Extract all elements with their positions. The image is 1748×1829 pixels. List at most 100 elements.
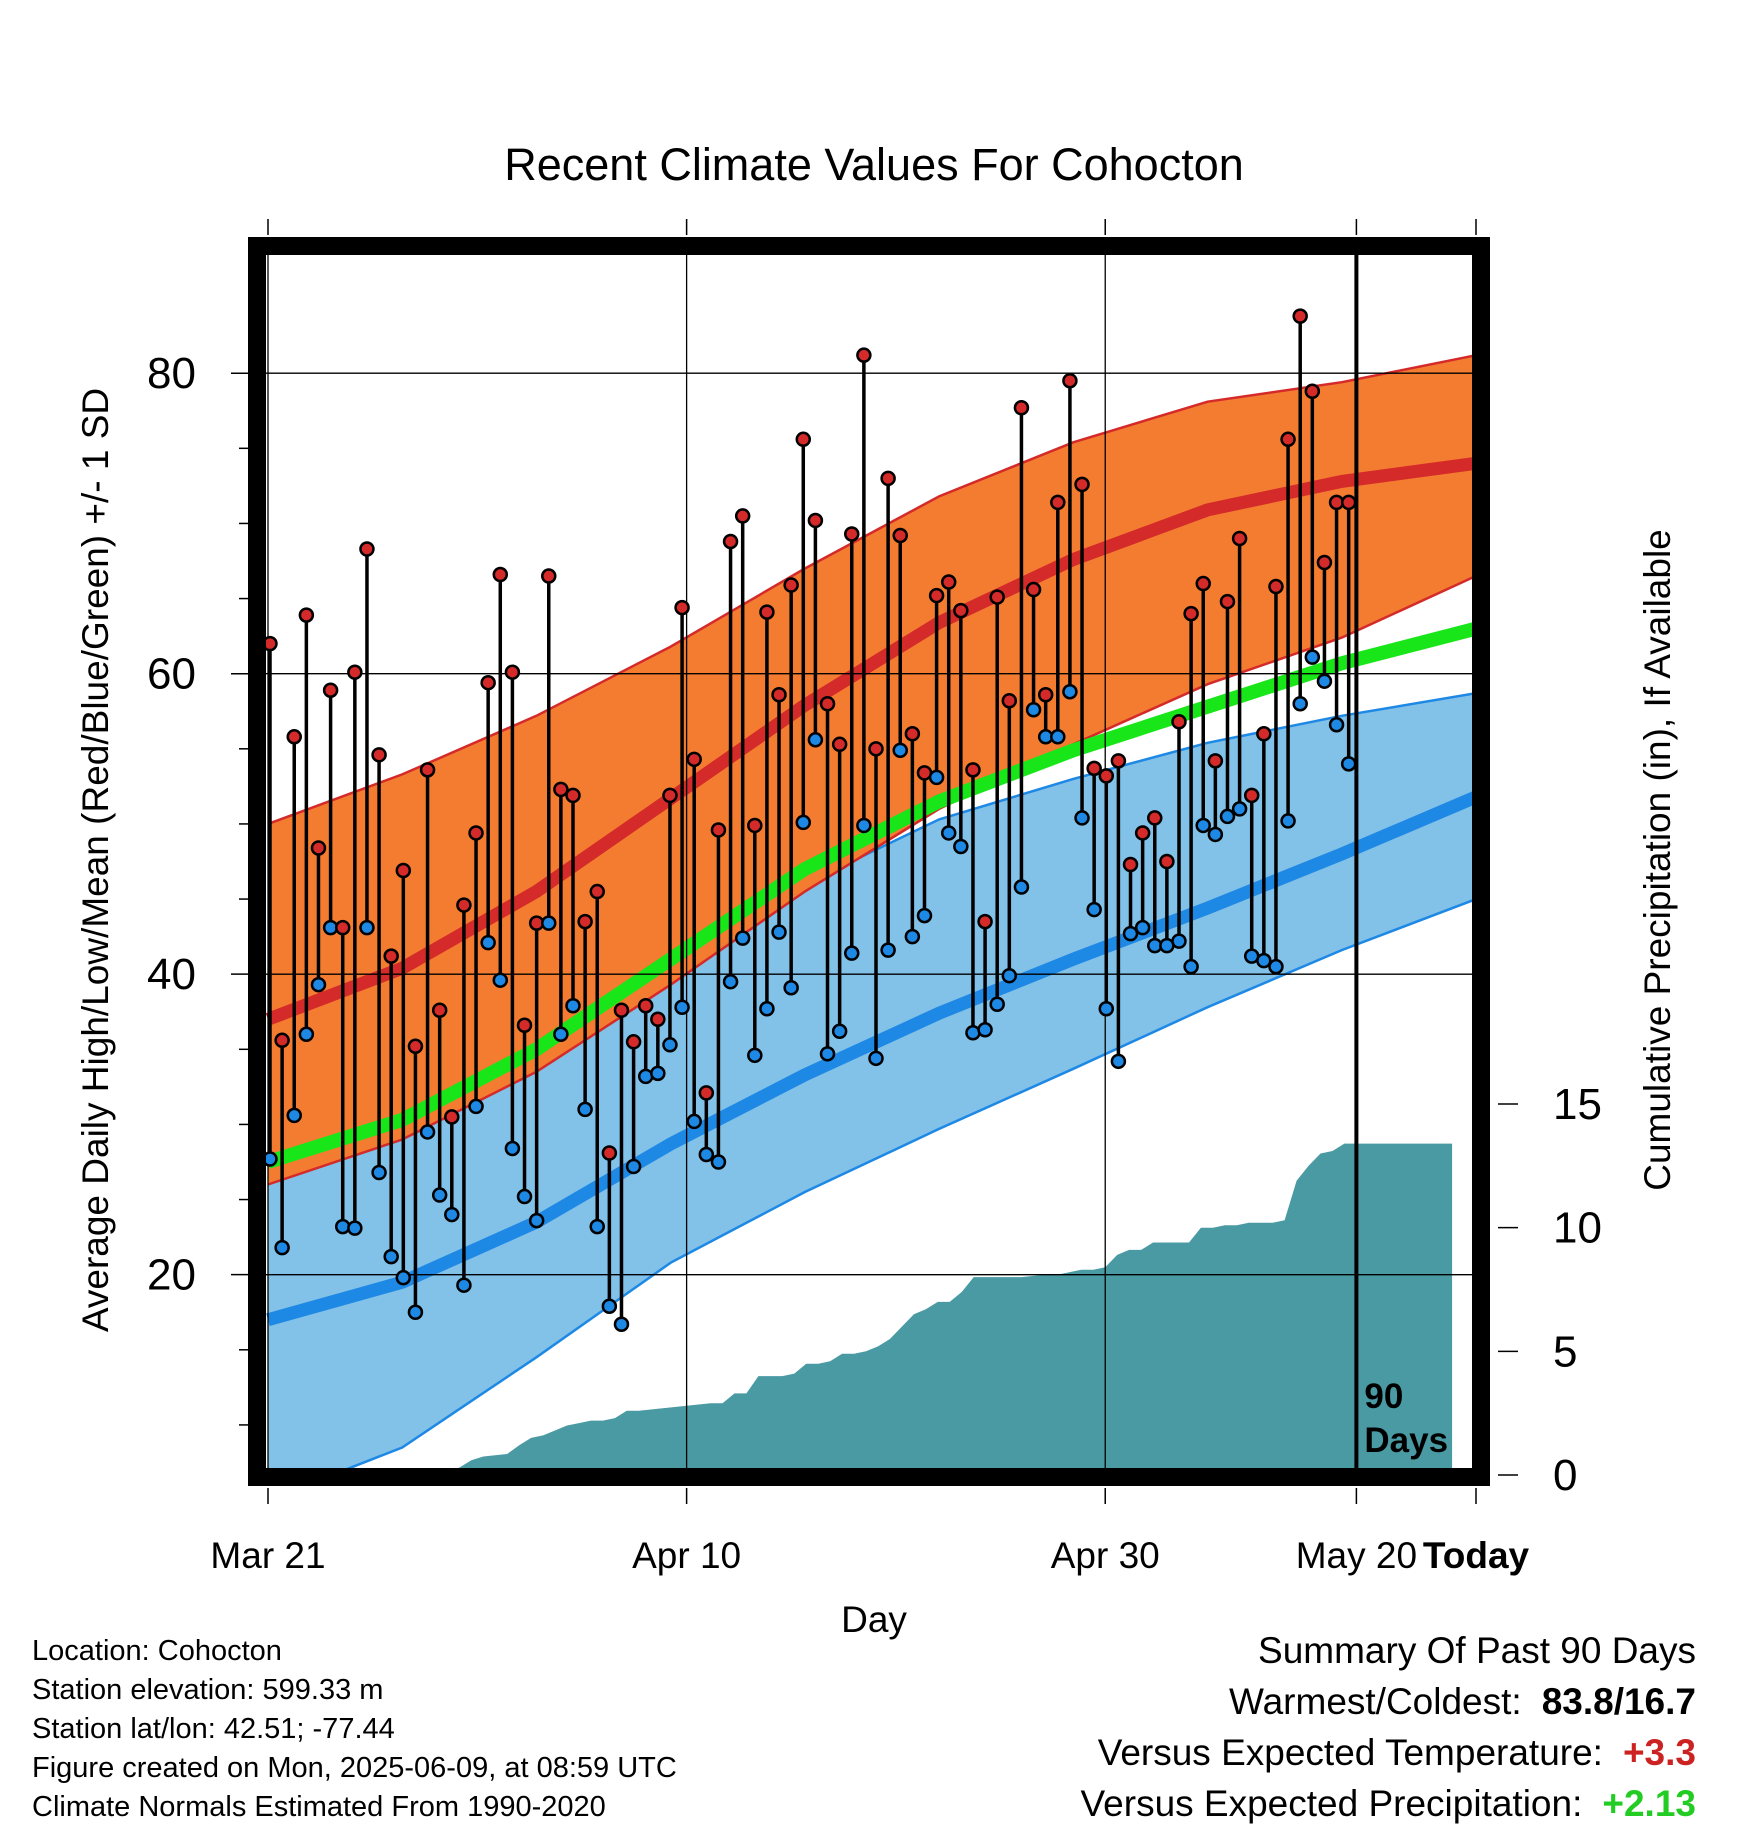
low-point [444, 1206, 460, 1223]
low-point [480, 934, 496, 951]
today-label-line2: Days [1364, 1421, 1448, 1460]
location-text: Location: Cohocton [32, 1635, 282, 1667]
low-point [904, 928, 921, 945]
low-point [1268, 958, 1284, 975]
low-point [1001, 967, 1018, 984]
high-point [856, 347, 872, 363]
y-tick-label: 60 [147, 650, 196, 699]
high-point [650, 1011, 666, 1028]
low-point [795, 814, 812, 831]
low-point [601, 1298, 618, 1314]
high-point [710, 822, 727, 838]
high-point [953, 602, 969, 619]
elevation-text: Station elevation: 599.33 m [32, 1674, 384, 1706]
today-label-line1: 90 [1364, 1377, 1403, 1416]
low-point [1098, 1000, 1115, 1017]
low-point [419, 1124, 436, 1140]
low-point [940, 825, 957, 841]
high-point [1183, 605, 1199, 622]
low-point [807, 732, 824, 748]
high-point [1256, 726, 1272, 742]
high-point [541, 568, 557, 584]
precip-area [268, 1143, 1453, 1470]
high-point [989, 589, 1005, 605]
high-point [504, 664, 521, 680]
high-point [456, 897, 472, 913]
low-point [1219, 808, 1236, 825]
low-point [1171, 933, 1187, 949]
low-point [371, 1164, 387, 1181]
high-point [1171, 714, 1187, 730]
precip-layer [268, 1143, 1453, 1470]
x-axis-label: Day [841, 1599, 907, 1640]
high-point [1074, 476, 1090, 493]
low-point [1195, 817, 1211, 834]
high-point [553, 781, 569, 798]
low-point [1183, 958, 1199, 975]
low-point [650, 1065, 666, 1082]
high-point [807, 512, 824, 529]
high-point [322, 682, 339, 698]
x-tick-label: Mar 21 [210, 1535, 325, 1576]
high-point [1147, 810, 1163, 826]
y-axis-label: Average Daily High/Low/Mean (Red/Blue/Gr… [75, 388, 116, 1332]
x-tick-label: Today [1423, 1535, 1530, 1576]
low-point [686, 1113, 702, 1130]
low-point [783, 979, 799, 996]
high-point [371, 747, 387, 763]
low-point [504, 1140, 521, 1157]
y-right-tick-label: 5 [1553, 1327, 1577, 1376]
high-point [1122, 856, 1139, 873]
high-point [637, 997, 654, 1014]
low-point [1110, 1053, 1127, 1070]
temp-row: Versus Expected Temperature: +3.3 [1081, 1727, 1696, 1778]
chart-title: Recent Climate Values For Cohocton [504, 139, 1244, 190]
latlon-text: Station lat/lon: 42.51; -77.44 [32, 1713, 395, 1745]
low-point [1074, 810, 1090, 826]
high-point [1219, 593, 1236, 610]
low-point [710, 1154, 727, 1170]
created-text: Figure created on Mon, 2025-06-09, at 08… [32, 1752, 677, 1784]
low-point [977, 1022, 993, 1038]
high-point [468, 825, 484, 841]
low-point [892, 742, 908, 759]
y-tick-label: 80 [147, 349, 196, 398]
high-point [1062, 372, 1078, 389]
high-point [831, 736, 848, 753]
high-point [1304, 383, 1321, 399]
low-point [759, 1000, 775, 1017]
low-point [989, 996, 1005, 1012]
y-tick-label: 20 [147, 1251, 196, 1300]
high-point [1050, 494, 1066, 511]
high-point [480, 674, 496, 691]
low-point [734, 930, 751, 946]
high-point [674, 599, 690, 616]
low-point [541, 915, 557, 931]
y-right-tick-label: 10 [1553, 1204, 1602, 1253]
x-tick-label: May 20 [1296, 1535, 1417, 1576]
low-point [456, 1277, 472, 1293]
low-point [1304, 649, 1321, 665]
high-point [1231, 530, 1248, 547]
high-point [286, 729, 302, 745]
low-point [359, 919, 375, 936]
high-point [516, 1017, 533, 1034]
low-point [1231, 801, 1248, 817]
high-point [771, 686, 787, 703]
high-point [1037, 686, 1054, 703]
high-point [892, 527, 908, 544]
low-point [819, 1046, 836, 1062]
low-point [516, 1188, 533, 1205]
high-sd-band [268, 355, 1474, 1185]
high-point [625, 1034, 642, 1050]
low-point [844, 945, 860, 961]
axes: 90 Days Mar 21 Apr 10 Apr 30 May 20 Today 20 40 6… [147, 219, 1602, 1576]
low-point [286, 1107, 302, 1124]
high-point [613, 1002, 630, 1018]
high-point [880, 470, 896, 487]
low-point [1062, 683, 1078, 700]
normals-text: Climate Normals Estimated From 1990-2020 [32, 1791, 606, 1823]
high-point [1110, 753, 1127, 769]
high-point [819, 695, 836, 712]
